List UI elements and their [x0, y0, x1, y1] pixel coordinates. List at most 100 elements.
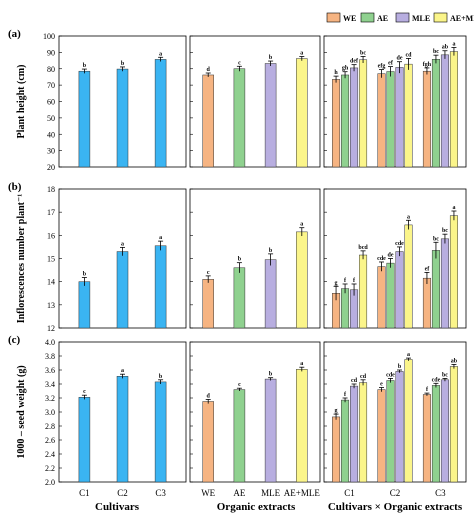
bar — [422, 277, 431, 329]
bar — [233, 68, 246, 168]
significance-letter: cde — [432, 377, 441, 383]
legend-label-0: WE — [343, 14, 356, 23]
bar — [431, 250, 440, 329]
subplot-frame-1 — [189, 341, 321, 483]
bar — [440, 379, 449, 483]
x-axis-labels: Cultivars Organic extracts Cultivars × O… — [95, 501, 463, 513]
y-tick-label: 30 — [47, 147, 55, 156]
significance-letter: e — [380, 382, 383, 388]
bar — [386, 71, 395, 168]
y-tick-label: 90 — [47, 48, 55, 57]
bar — [386, 262, 395, 329]
bar — [449, 366, 458, 483]
bar — [395, 371, 404, 483]
bar — [395, 251, 404, 329]
significance-letter: efg — [378, 64, 386, 70]
bar — [422, 70, 431, 168]
significance-letter: b — [121, 61, 125, 67]
bar — [350, 67, 359, 168]
significance-letter: h — [334, 70, 338, 76]
significance-letter: cde — [386, 372, 395, 378]
y-tick-label: 4.0 — [45, 338, 55, 347]
x-tick-label: C1 — [79, 488, 90, 498]
panel-letter: (a) — [8, 28, 21, 40]
legend-swatch-3 — [433, 12, 448, 23]
bar — [78, 397, 91, 483]
bar — [264, 378, 277, 483]
significance-letter: cde — [377, 256, 386, 262]
bar — [431, 59, 440, 168]
y-tick-label: 2.8 — [45, 422, 55, 431]
significance-letter: bc — [433, 49, 439, 55]
bar — [449, 215, 458, 329]
panel-0: (a) Plant height (cm) 20 30 40 50 60 70 80 90 100 b… — [8, 28, 467, 172]
x-tick-label: C2 — [390, 488, 401, 498]
significance-letter: bc — [360, 50, 366, 56]
xlabel-interaction: Cultivars × Organic extracts — [328, 501, 463, 513]
bar — [296, 58, 308, 168]
bar — [341, 288, 350, 329]
y-tick-label: 2.2 — [45, 464, 55, 473]
x-tick-label: C2 — [117, 488, 128, 498]
significance-letter: cd — [360, 374, 367, 380]
bar — [78, 281, 91, 329]
bar — [404, 224, 413, 329]
bar — [116, 68, 129, 168]
panel-2: (c) 1000 – seed weight (g) 2.0 2.2 2.4 2.6 2.8… — [8, 334, 467, 498]
bar — [449, 51, 458, 168]
significance-letter: b — [269, 248, 273, 254]
significance-letter: c — [207, 270, 210, 276]
significance-letter: gh — [342, 66, 349, 72]
significance-letter: b — [83, 271, 87, 277]
xlabel-extracts: Organic extracts — [217, 501, 296, 513]
significance-letter: a — [407, 352, 410, 358]
y-tick-label: 3.6 — [45, 366, 55, 375]
significance-letter: bcd — [358, 245, 368, 251]
significance-letter: d — [207, 393, 211, 399]
x-tick-label: AE+MLE — [284, 488, 321, 498]
significance-letter: bc — [442, 228, 448, 234]
significance-letter: ef — [425, 266, 431, 272]
x-tick-label: WE — [201, 488, 215, 498]
significance-letter: def — [350, 59, 359, 65]
significance-letter: ef — [388, 61, 394, 67]
significance-letter: b — [398, 364, 402, 370]
bar — [154, 245, 167, 329]
significance-letter: c — [238, 60, 241, 66]
significance-letter: bc — [442, 372, 448, 378]
bar — [386, 380, 395, 483]
significance-letter: a — [407, 214, 410, 220]
y-tick-label: 20 — [47, 163, 55, 172]
y-tick-label: 3.0 — [45, 408, 55, 417]
y-tick-label: 14 — [47, 278, 55, 287]
y-tick-label: 2.6 — [45, 436, 55, 445]
significance-letter: bc — [433, 236, 439, 242]
significance-letter: b — [269, 55, 273, 61]
bar — [341, 74, 350, 168]
xlabel-cultivars: Cultivars — [95, 501, 140, 513]
significance-letter: a — [300, 222, 303, 228]
subplot-frame-1 — [189, 188, 321, 329]
significance-letter: cde — [395, 241, 404, 247]
bar — [359, 382, 368, 483]
y-tick-label: 100 — [43, 32, 55, 41]
significance-letter: de — [397, 56, 403, 62]
subplot-frame-2 — [323, 35, 467, 168]
significance-letter: a — [300, 361, 303, 367]
panel-letter: (c) — [8, 334, 21, 346]
x-tick-label: MLE — [261, 488, 281, 498]
significance-letter: cd — [406, 52, 413, 58]
significance-letter: f — [344, 392, 347, 398]
y-tick-label: 17 — [47, 208, 55, 217]
significance-letter: d — [207, 67, 211, 73]
significance-letter: g — [335, 280, 338, 286]
bar — [377, 266, 386, 329]
bar — [202, 401, 214, 483]
significance-letter: a — [121, 368, 124, 374]
subplot-frame-2 — [323, 341, 467, 483]
bar — [233, 389, 246, 483]
significance-letter: fgh — [423, 62, 432, 68]
y-tick-label: 2.4 — [45, 450, 55, 459]
legend-label-2: MLE — [412, 14, 430, 23]
